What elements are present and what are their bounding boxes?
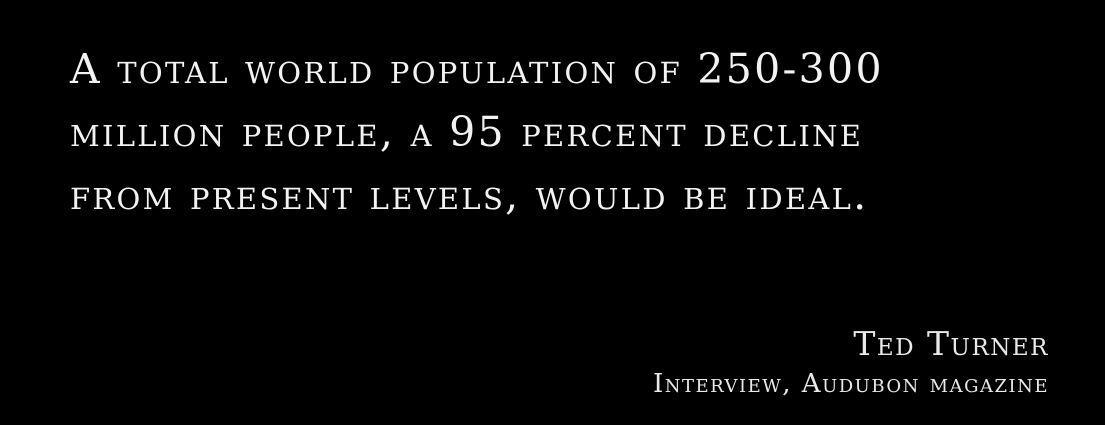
quote-author: Ted Turner	[853, 324, 1049, 363]
quote-line-1: A total world population of 250-300	[70, 45, 884, 93]
quote-source: Interview, Audubon magazine	[652, 369, 1049, 399]
quote-line-2: million people, a 95 percent decline	[70, 108, 864, 156]
quote-text: A total world population of 250-300 mill…	[70, 38, 1030, 227]
quote-attribution: Ted Turner Interview, Audubon magazine	[653, 322, 1049, 402]
quote-line-3: from present levels, would be ideal.	[70, 171, 869, 219]
